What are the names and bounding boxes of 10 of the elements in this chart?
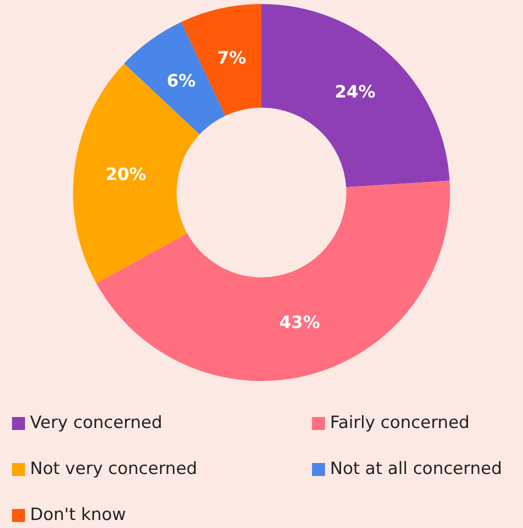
data-label: 20% <box>106 164 146 185</box>
data-label: 43% <box>279 313 320 334</box>
data-label: 6% <box>166 71 196 92</box>
legend-label: Very concerned <box>30 413 162 433</box>
legend-label: Fairly concerned <box>330 413 470 433</box>
legend-label: Don't know <box>30 505 126 525</box>
data-label: 7% <box>217 48 246 69</box>
data-label: 24% <box>334 82 376 102</box>
legend-label: Not at all concerned <box>330 459 502 479</box>
legend-label: Not very concerned <box>30 459 198 479</box>
